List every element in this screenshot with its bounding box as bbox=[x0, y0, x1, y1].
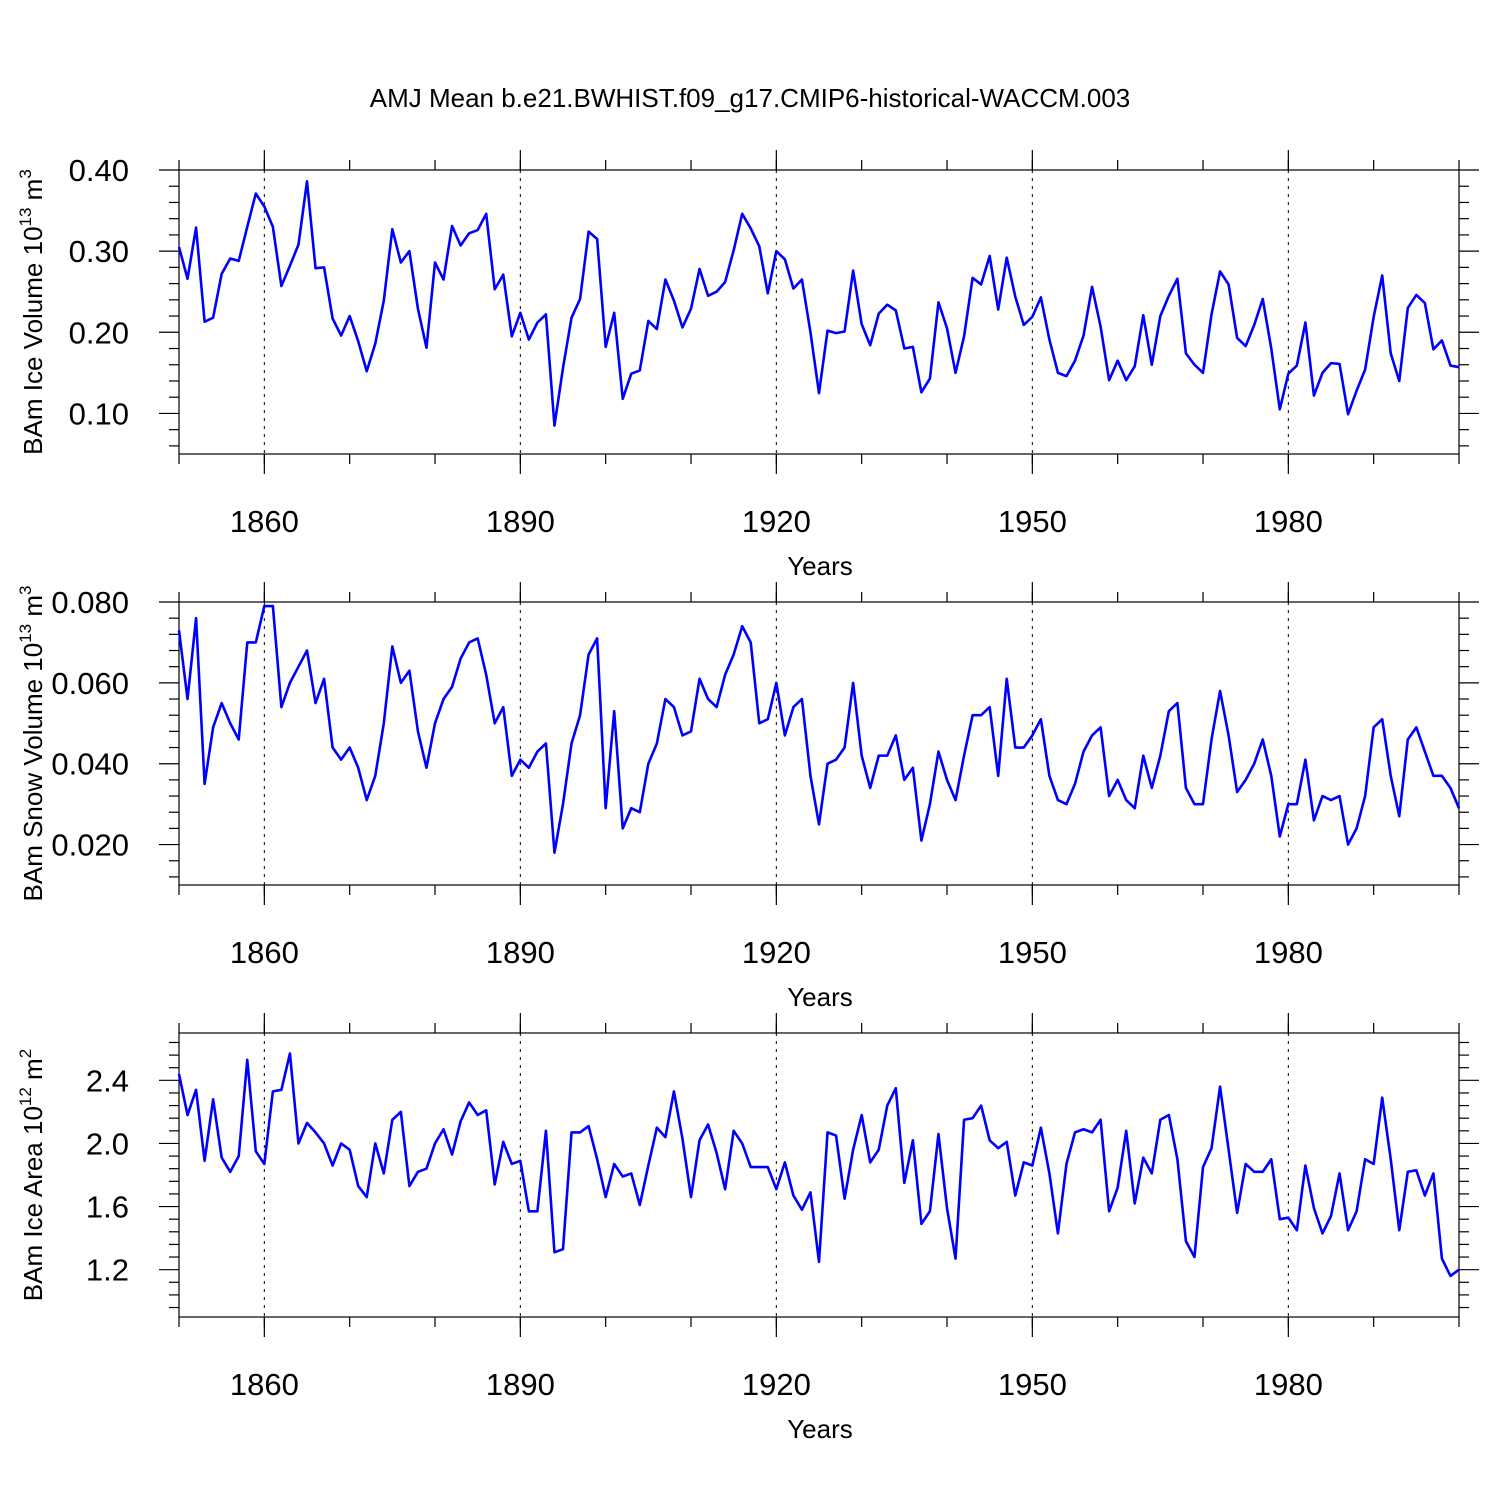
y-axis-title-unit: m bbox=[18, 1058, 48, 1087]
y-axis-title-exponent: 12 bbox=[16, 1087, 35, 1106]
y-axis-title: BAm Snow Volume 1013 m3 bbox=[16, 586, 48, 902]
x-tick-label: 1950 bbox=[998, 1367, 1067, 1402]
y-axis-title-main: BAm Ice Area 10 bbox=[18, 1106, 48, 1301]
chart-panel-3: 1860 1890 1920 1950 1980 1.2 1.6 2.0 2.4 Years BAm… bbox=[16, 1013, 1479, 1444]
y-axis-title-exponent: 13 bbox=[16, 208, 35, 227]
y-tick-label: 0.40 bbox=[69, 153, 129, 188]
y-tick-label: 0.30 bbox=[69, 234, 129, 269]
x-tick-label: 1890 bbox=[486, 504, 555, 539]
y-tick-label: 0.040 bbox=[51, 747, 129, 782]
x-axis-title: Years bbox=[787, 1414, 853, 1444]
plot-frame bbox=[178, 169, 1460, 455]
series-line bbox=[177, 180, 1460, 427]
x-tick-label: 1980 bbox=[1254, 935, 1323, 970]
y-tick-label: 1.2 bbox=[86, 1253, 129, 1288]
y-tick-label: 0.20 bbox=[69, 315, 129, 350]
x-tick-label: 1860 bbox=[230, 504, 299, 539]
y-axis-title-unit: m bbox=[18, 179, 48, 208]
y-tick-label: 0.060 bbox=[51, 666, 129, 701]
y-tick-label: 2.4 bbox=[86, 1063, 129, 1098]
x-tick-label: 1920 bbox=[742, 1367, 811, 1402]
y-tick-label: 0.020 bbox=[51, 828, 129, 863]
y-axis-title-unit-exponent: 2 bbox=[16, 1049, 35, 1058]
x-tick-label: 1860 bbox=[230, 1367, 299, 1402]
series-line bbox=[177, 604, 1461, 854]
chart-title: AMJ Mean b.e21.BWHIST.f09_g17.CMIP6-hist… bbox=[370, 83, 1131, 113]
y-tick-label: 1.6 bbox=[86, 1190, 129, 1225]
x-tick-label: 1980 bbox=[1254, 1367, 1323, 1402]
plot-frame bbox=[178, 1032, 1460, 1318]
panels: 1860 1890 1920 1950 1980 0.10 0.20 0.30 0.40 Year… bbox=[16, 150, 1479, 1444]
x-tick-label: 1980 bbox=[1254, 504, 1323, 539]
y-axis-title-main: BAm Snow Volume 10 bbox=[18, 643, 48, 902]
plot-frame bbox=[178, 601, 1460, 886]
x-tick-label: 1950 bbox=[998, 935, 1067, 970]
y-axis-title-main: BAm Ice Volume 10 bbox=[18, 226, 48, 454]
y-tick-label: 0.080 bbox=[51, 585, 129, 620]
y-axis-title-unit: m bbox=[18, 595, 48, 624]
x-axis-title: Years bbox=[787, 982, 853, 1012]
y-tick-label: 0.10 bbox=[69, 396, 129, 431]
x-tick-label: 1950 bbox=[998, 504, 1067, 539]
chart-panel-2: 1860 1890 1920 1950 1980 0.020 0.040 0.060 0.080… bbox=[16, 582, 1479, 1012]
x-tick-label: 1860 bbox=[230, 935, 299, 970]
y-axis-title-unit-exponent: 3 bbox=[16, 586, 35, 595]
x-tick-label: 1920 bbox=[742, 504, 811, 539]
chart-panel-1: 1860 1890 1920 1950 1980 0.10 0.20 0.30 0.40 Year… bbox=[16, 150, 1479, 581]
x-tick-label: 1920 bbox=[742, 935, 811, 970]
y-axis-title: BAm Ice Area 1012 m2 bbox=[16, 1049, 48, 1301]
x-tick-label: 1890 bbox=[486, 935, 555, 970]
series-line bbox=[177, 1052, 1460, 1278]
y-axis-title-exponent: 13 bbox=[16, 624, 35, 643]
y-axis-title: BAm Ice Volume 1013 m3 bbox=[16, 169, 48, 455]
x-tick-label: 1890 bbox=[486, 1367, 555, 1402]
y-tick-label: 2.0 bbox=[86, 1126, 129, 1161]
x-axis-title: Years bbox=[787, 551, 853, 581]
y-axis-title-unit-exponent: 3 bbox=[16, 169, 35, 178]
